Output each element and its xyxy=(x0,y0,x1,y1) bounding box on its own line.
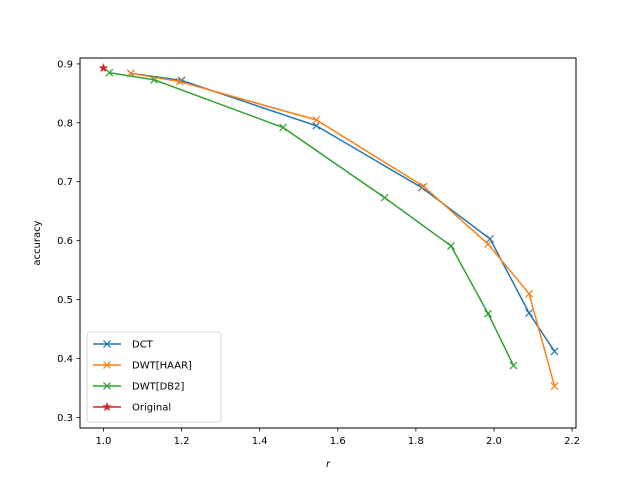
x-tick-label: 2.2 xyxy=(564,436,580,447)
legend-label: Original xyxy=(132,403,171,414)
data-point-original xyxy=(98,62,109,73)
data-point-dct xyxy=(550,347,559,356)
data-point-dwt-haar xyxy=(525,289,534,298)
data-point-dwt-db2-stroke-b xyxy=(279,123,288,132)
legend-box xyxy=(86,331,222,423)
legend-label: DCT xyxy=(132,340,154,351)
data-point-dwt-haar-stroke-b xyxy=(550,382,559,391)
data-point-dwt-haar xyxy=(550,382,559,391)
data-point-dct-stroke-b xyxy=(550,347,559,356)
y-tick-label: 0.5 xyxy=(57,295,73,306)
data-point-dwt-db2-stroke-b xyxy=(105,68,114,77)
legend-marker xyxy=(103,361,111,369)
legend-marker xyxy=(102,401,112,412)
series-dwt-db2 xyxy=(105,68,518,370)
series-original xyxy=(98,62,109,73)
x-tick-label: 1.4 xyxy=(252,436,268,447)
legend-item-dwt-haar: DWT[HAAR] xyxy=(93,361,192,372)
data-point-dct xyxy=(486,234,495,243)
x-tick-label: 1.2 xyxy=(174,436,190,447)
legend-marker-stroke-b xyxy=(103,361,111,369)
data-point-dwt-db2 xyxy=(380,193,389,202)
x-axis-label: r xyxy=(326,459,331,470)
series-dwt-haar xyxy=(126,69,559,391)
legend-item-dwt-db2: DWT[DB2] xyxy=(93,382,185,393)
x-tick-label: 1.6 xyxy=(330,436,346,447)
legend-label: DWT[DB2] xyxy=(132,382,185,393)
data-point-dwt-db2 xyxy=(105,68,114,77)
legend-label: DWT[HAAR] xyxy=(132,361,192,372)
y-tick-label: 0.8 xyxy=(57,118,73,129)
y-tick-label: 0.6 xyxy=(57,236,73,247)
data-point-dwt-haar-stroke-b xyxy=(525,289,534,298)
data-point-dwt-haar-stroke-b xyxy=(484,240,493,249)
legend-marker xyxy=(103,382,111,390)
data-point-dwt-db2 xyxy=(484,309,493,318)
plot-content xyxy=(98,62,559,391)
y-tick-label: 0.3 xyxy=(57,413,73,424)
data-point-dwt-db2-stroke-b xyxy=(380,193,389,202)
x-tick-label: 1.0 xyxy=(95,436,111,447)
legend-marker-stroke-b xyxy=(103,382,111,390)
data-point-dwt-db2 xyxy=(447,242,455,250)
data-point-dwt-db2-stroke-b xyxy=(150,75,159,84)
y-tick-label: 0.4 xyxy=(57,354,73,365)
data-point-dwt-db2 xyxy=(279,123,288,132)
data-point-dct-stroke-b xyxy=(486,234,495,243)
data-point-dwt-haar-stroke-b xyxy=(419,182,428,191)
data-point-dwt-haar xyxy=(175,77,184,86)
data-point-dwt-haar xyxy=(484,240,493,249)
y-axis-ticks: 0.3 0.4 0.5 0.6 0.7 0.8 0.9 xyxy=(57,59,80,424)
y-tick-label: 0.7 xyxy=(57,177,73,188)
legend-item-dct: DCT xyxy=(93,340,154,351)
data-point-dct-stroke-b xyxy=(312,121,321,130)
y-axis-label: accuracy xyxy=(32,220,43,265)
legend-item-original: Original xyxy=(93,401,171,414)
x-axis-ticks: 1.0 1.2 1.4 1.6 1.8 2.0 2.2 xyxy=(95,428,580,447)
data-point-dwt-haar xyxy=(312,115,321,124)
data-point-dct xyxy=(312,121,321,130)
legend-marker xyxy=(103,340,111,348)
data-point-dwt-haar-stroke-b xyxy=(312,115,321,124)
legend: DCT DWT[HAAR] DWT[DB2] Original xyxy=(86,331,222,423)
x-tick-label: 2.0 xyxy=(486,436,502,447)
y-tick-label: 0.9 xyxy=(57,59,73,70)
data-point-dwt-db2-stroke-b xyxy=(484,309,493,318)
data-point-dwt-haar-stroke-b xyxy=(175,77,184,86)
data-point-dwt-haar xyxy=(419,182,428,191)
plot-frame xyxy=(79,57,577,429)
data-point-dwt-db2-stroke-b xyxy=(509,361,518,370)
data-point-dct-stroke-b xyxy=(525,309,534,318)
data-point-dwt-db2 xyxy=(150,75,159,84)
data-point-dct xyxy=(525,309,534,318)
data-point-dwt-db2-stroke-b xyxy=(447,242,455,250)
x-tick-label: 1.8 xyxy=(408,436,424,447)
data-point-dwt-db2 xyxy=(509,361,518,370)
legend-marker-stroke-b xyxy=(103,340,111,348)
